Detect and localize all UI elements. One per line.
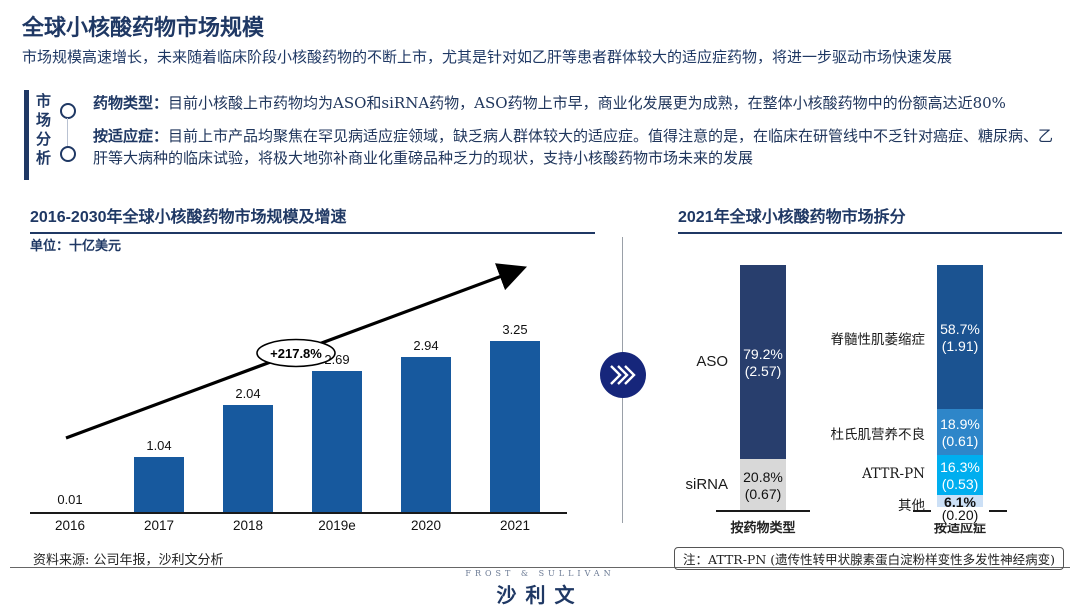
market-size-bar-chart: +217.8% 0.01 2016 1.04 2017 2.04 2018 2.69 2019… xyxy=(30,260,580,533)
data-bar xyxy=(490,341,540,512)
bullet-label: 按适应症： xyxy=(93,127,169,145)
timeline-node-icon xyxy=(60,146,76,162)
bullet-text: 目前上市产品均聚焦在罕见病适应症领域，缺乏病人群体较大的适应症。值得注意的是，在… xyxy=(93,127,1054,167)
x-tick-label: 2018 xyxy=(232,518,264,533)
growth-annotation-bubble xyxy=(256,338,336,368)
bullet-text: 目前小核酸上市药物均为ASO和siRNA药物，ASO药物上市早，商业化发展更为成… xyxy=(168,94,1006,112)
page-subtitle: 市场规模高速增长，未来随着临床阶段小核酸药物的不断上市，尤其是针对如乙肝等患者群… xyxy=(22,48,953,66)
data-bar xyxy=(401,357,451,512)
footnote: 注：ATTR-PN (遗传性转甲状腺素蛋白淀粉样变性多发性神经病变) xyxy=(674,547,1064,570)
segment-side-label: 杜氏肌营养不良 xyxy=(830,427,926,443)
stacked-axis-line xyxy=(716,510,810,512)
growth-annotation-label: +217.8% xyxy=(270,346,322,361)
segment-value-label: 58.7% (1.91) xyxy=(940,321,980,354)
unit-label: 单位：十亿美元 xyxy=(30,239,122,254)
right-chart-title: 2021年全球小核酸药物市场拆分 xyxy=(678,203,1062,234)
x-axis-line xyxy=(30,512,567,514)
stack-segment xyxy=(740,459,786,510)
source-text: 资料来源: 公司年报，沙利文分析 xyxy=(33,553,224,568)
bullet-drug-type: 药物类型：目前小核酸上市药物均为ASO和siRNA药物，ASO药物上市早，商业化… xyxy=(93,92,1059,114)
left-chart-title: 2016-2030年全球小核酸药物市场规模及增速 xyxy=(30,203,595,234)
segment-pct-label: 6.1% xyxy=(944,493,976,510)
bullet-label: 药物类型： xyxy=(93,94,169,112)
x-tick-label: 2016 xyxy=(54,518,86,533)
x-tick-label: 2021 xyxy=(499,518,531,533)
growth-arrow: +217.8% xyxy=(65,263,527,440)
analysis-vertical-label: 市场分析 xyxy=(34,93,52,169)
stack-segment xyxy=(740,265,786,459)
bar-value-label: 3.25 xyxy=(502,322,528,337)
segment-side-label: 脊髓性肌萎缩症 xyxy=(830,332,926,348)
stacked-axis-label: 按适应症 xyxy=(933,521,986,536)
segment-side-label: ATTR-PN xyxy=(862,466,925,482)
stack-segment xyxy=(937,455,983,495)
timeline-node-icon xyxy=(60,103,76,119)
analysis-bullets: 药物类型：目前小核酸上市药物均为ASO和siRNA药物，ASO药物上市早，商业化… xyxy=(93,92,1059,180)
stacked-axis-label: 按药物类型 xyxy=(730,521,796,536)
frost-sullivan-logo: FROST & SULLIVAN 沙利文 xyxy=(0,569,1080,607)
data-bar xyxy=(134,457,184,512)
segment-value-label: 18.9% (0.61) xyxy=(940,416,980,449)
bar-value-label: 0.01 xyxy=(57,492,83,507)
segment-side-label: ASO xyxy=(696,353,728,370)
stack-segment xyxy=(937,265,983,409)
stack-segment xyxy=(937,495,983,510)
logo-english-text: FROST & SULLIVAN xyxy=(465,569,615,578)
page-title: 全球小核酸药物市场规模 xyxy=(22,15,265,41)
logo-chinese-text: 沙利文 xyxy=(496,583,584,607)
data-bar xyxy=(312,371,362,512)
bar-value-label: 2.04 xyxy=(235,386,261,401)
segment-value-label: (0.20) xyxy=(931,507,989,523)
segment-side-label: 其他 xyxy=(898,497,925,514)
bar-value-label: 2.94 xyxy=(413,338,439,353)
segment-value-label: 16.3% (0.53) xyxy=(940,459,980,492)
bar-value-label: 1.04 xyxy=(146,438,172,453)
data-bar xyxy=(223,405,273,512)
bar-value-label: 2.69 xyxy=(324,352,350,367)
bullet-indication: 按适应症：目前上市产品均聚焦在罕见病适应症领域，缺乏病人群体较大的适应症。值得注… xyxy=(93,125,1059,169)
x-tick-label: 2020 xyxy=(410,518,442,533)
x-tick-label: 2017 xyxy=(143,518,175,533)
segment-value-label: 79.2% (2.57) xyxy=(743,346,783,379)
stack-segment xyxy=(937,409,983,455)
triple-chevron-icon xyxy=(600,352,646,398)
timeline-connector xyxy=(67,118,68,146)
analysis-accent-bar xyxy=(24,90,29,180)
x-tick-label: 2019e xyxy=(318,518,356,533)
segment-value-label: 20.8% (0.67) xyxy=(743,468,783,502)
footer-rule xyxy=(10,567,1070,568)
segment-side-label: siRNA xyxy=(685,475,728,493)
stacked-axis-line xyxy=(913,510,1007,512)
